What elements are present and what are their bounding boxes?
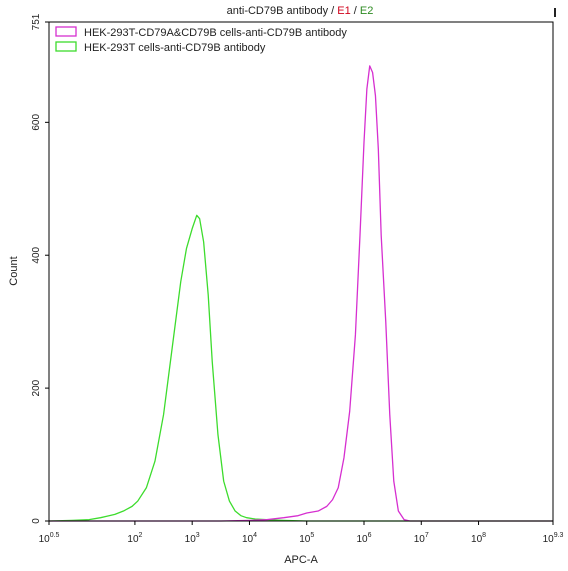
title-part: anti-CD79B antibody xyxy=(227,5,329,17)
series-line-0 xyxy=(49,65,553,522)
x-axis-title: APC-A xyxy=(284,554,318,566)
title-part: / xyxy=(328,5,337,17)
y-axis: 0 200 400 600 751 xyxy=(31,13,49,524)
title-part: / xyxy=(351,5,360,17)
chart-title: anti-CD79B antibody / E1 / E2 xyxy=(227,5,374,17)
legend-swatch xyxy=(55,41,77,52)
x-axis: 100.5 102 103 104 105 106 107 108 109.3 xyxy=(39,521,564,545)
x-tick-label: 109.3 xyxy=(543,532,564,545)
x-tick-label: 106 xyxy=(356,532,371,545)
x-tick-label: 102 xyxy=(127,532,142,545)
y-tick-label: 600 xyxy=(31,114,42,131)
x-tick-label: 104 xyxy=(242,532,257,545)
x-tick-label: 107 xyxy=(414,532,429,545)
x-tick-label: 100.5 xyxy=(39,532,60,545)
title-part: E2 xyxy=(360,5,373,17)
series-line-1 xyxy=(48,214,553,522)
legend: HEK-293T-CD79A&CD79B cells-anti-CD79B an… xyxy=(55,26,347,54)
x-tick-label: 105 xyxy=(299,532,314,545)
series-layer xyxy=(48,65,553,522)
x-tick-label: 103 xyxy=(185,532,200,545)
y-tick-label: 400 xyxy=(31,246,42,263)
legend-label: HEK-293T-CD79A&CD79B cells-anti-CD79B an… xyxy=(84,27,347,39)
legend-label: HEK-293T cells-anti-CD79B antibody xyxy=(84,42,266,54)
corner-marker xyxy=(554,8,556,17)
x-tick-label: 108 xyxy=(471,532,486,545)
y-tick-label: 751 xyxy=(31,13,42,30)
title-part: E1 xyxy=(337,5,350,17)
y-tick-label: 0 xyxy=(31,518,42,524)
plot-frame xyxy=(48,21,554,522)
y-axis-title: Count xyxy=(8,256,20,285)
legend-swatch xyxy=(55,26,77,37)
y-tick-label: 200 xyxy=(31,379,42,396)
